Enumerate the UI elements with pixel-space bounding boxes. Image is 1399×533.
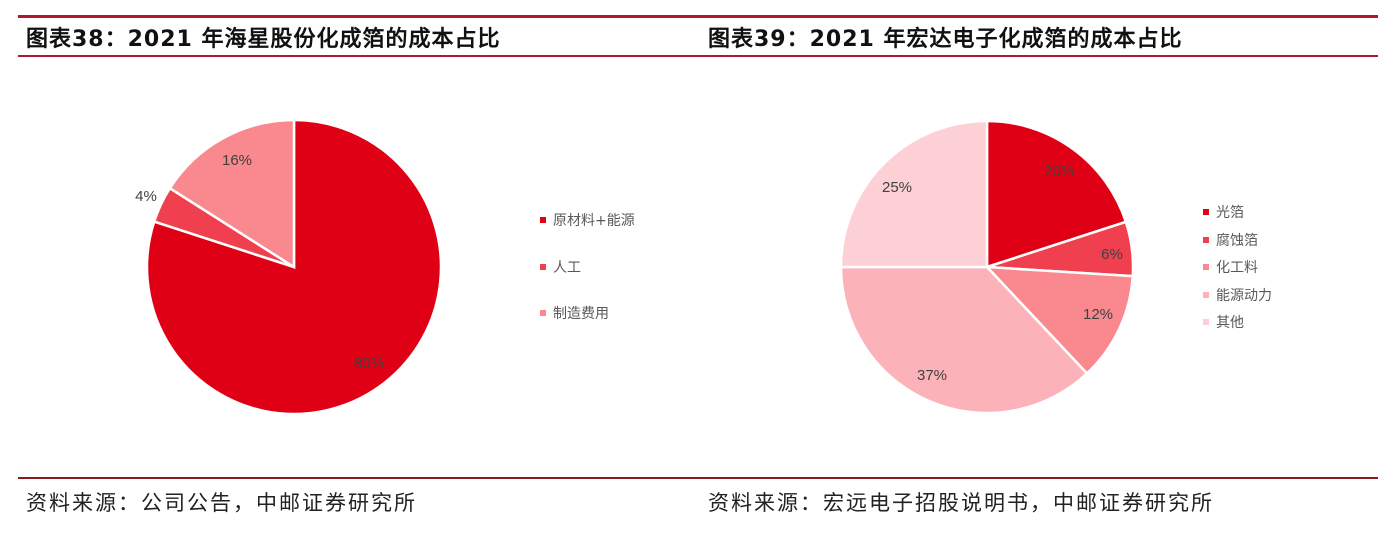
pie-slice: [839, 119, 989, 269]
pie-data-label: 25%: [882, 179, 912, 196]
legend-item-manufacturing-cost: 制造费用: [540, 303, 609, 323]
pie-data-label: 4%: [135, 188, 157, 205]
pie-data-label: 16%: [222, 152, 252, 169]
pie-data-label: 20%: [1044, 163, 1074, 180]
right-pie-chart: 20% 6% 12% 37% 25%: [839, 119, 1135, 415]
left-pie-chart: 80% 4% 16%: [135, 118, 443, 416]
pie-slice: [168, 118, 296, 270]
pie-slice: [839, 265, 1089, 415]
legend-swatch: [1203, 264, 1209, 270]
pie-slice: [983, 265, 1135, 376]
right-chart-title: 图表39：2021 年宏达电子化成箔的成本占比: [708, 27, 1183, 52]
source-separator-rule: [18, 477, 1378, 479]
left-chart-title: 图表38：2021 年海星股份化成箔的成本占比: [26, 27, 501, 52]
legend-swatch: [1203, 292, 1209, 298]
pie-data-label: 37%: [917, 367, 947, 384]
pie-data-label: 80%: [354, 355, 384, 372]
legend-item-other: 其他: [1203, 312, 1244, 332]
pie-data-label: 12%: [1083, 306, 1113, 323]
legend-item-energy-power: 能源动力: [1203, 285, 1272, 305]
header-top-rule: [18, 15, 1378, 18]
legend-swatch: [1203, 237, 1209, 243]
pie-slice: [985, 119, 1128, 269]
legend-swatch: [540, 264, 546, 270]
legend-swatch: [540, 217, 546, 223]
legend-swatch: [1203, 319, 1209, 325]
header-bottom-rule: [18, 55, 1378, 57]
legend-swatch: [1203, 209, 1209, 215]
legend-item-plain-foil: 光箔: [1203, 202, 1244, 222]
legend-item-labor: 人工: [540, 257, 581, 277]
right-source-note: 资料来源：宏远电子招股说明书，中邮证券研究所: [708, 491, 1214, 515]
legend-swatch: [540, 310, 546, 316]
legend-item-chemicals: 化工料: [1203, 257, 1258, 277]
legend-item-raw-material-energy: 原材料+能源: [540, 210, 635, 230]
pie-data-label: 6%: [1101, 246, 1123, 263]
left-source-note: 资料来源：公司公告，中邮证券研究所: [26, 491, 417, 515]
legend-item-etched-foil: 腐蚀箔: [1203, 230, 1258, 250]
